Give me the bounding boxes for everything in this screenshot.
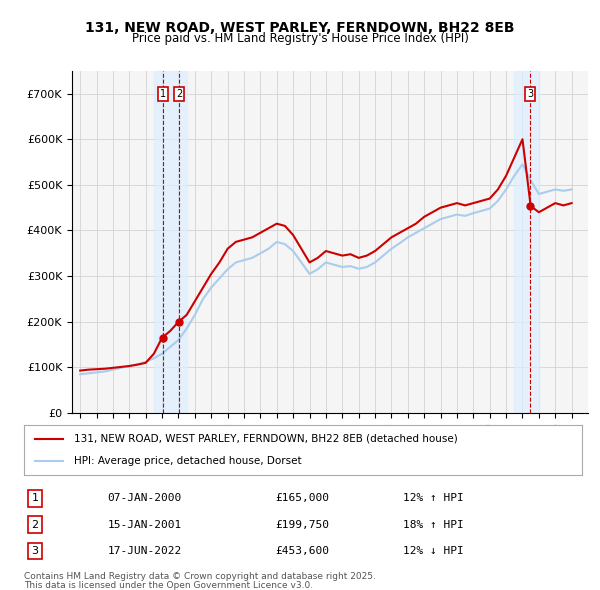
Text: £199,750: £199,750 [275,520,329,530]
Bar [514,71,539,413]
Text: This data is licensed under the Open Government Licence v3.0.: This data is licensed under the Open Gov… [24,581,313,590]
Text: HPI: Average price, detached house, Dorset: HPI: Average price, detached house, Dors… [74,456,302,466]
Text: Contains HM Land Registry data © Crown copyright and database right 2025.: Contains HM Land Registry data © Crown c… [24,572,376,581]
Text: Price paid vs. HM Land Registry's House Price Index (HPI): Price paid vs. HM Land Registry's House … [131,32,469,45]
Text: 1: 1 [160,88,166,99]
Text: 131, NEW ROAD, WEST PARLEY, FERNDOWN, BH22 8EB (detached house): 131, NEW ROAD, WEST PARLEY, FERNDOWN, BH… [74,434,458,444]
Text: £165,000: £165,000 [275,493,329,503]
Text: 2: 2 [176,88,182,99]
Bar [154,71,187,413]
Text: 12% ↓ HPI: 12% ↓ HPI [403,546,464,556]
Text: 1: 1 [32,493,38,503]
Text: 3: 3 [527,88,533,99]
Text: 15-JAN-2001: 15-JAN-2001 [108,520,182,530]
Text: 2: 2 [32,520,39,530]
Text: £453,600: £453,600 [275,546,329,556]
Text: 18% ↑ HPI: 18% ↑ HPI [403,520,464,530]
Text: 3: 3 [32,546,38,556]
Text: 12% ↑ HPI: 12% ↑ HPI [403,493,464,503]
Text: 07-JAN-2000: 07-JAN-2000 [108,493,182,503]
Text: 131, NEW ROAD, WEST PARLEY, FERNDOWN, BH22 8EB: 131, NEW ROAD, WEST PARLEY, FERNDOWN, BH… [85,21,515,35]
Text: 17-JUN-2022: 17-JUN-2022 [108,546,182,556]
